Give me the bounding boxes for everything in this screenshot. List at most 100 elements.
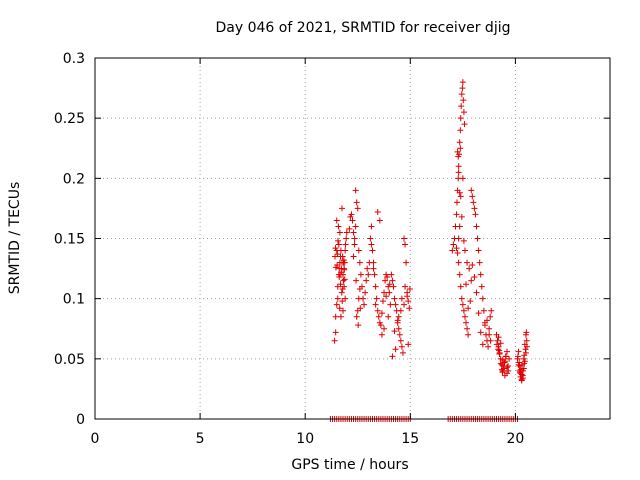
data-point (335, 241, 342, 248)
data-point (340, 307, 347, 314)
data-point (516, 363, 523, 370)
data-point (506, 355, 513, 362)
data-point (363, 277, 370, 284)
data-point (370, 259, 377, 266)
data-point (464, 325, 471, 332)
data-point (404, 293, 411, 300)
data-point (351, 241, 358, 248)
data-point (497, 340, 504, 347)
data-point (459, 175, 466, 182)
data-point (349, 217, 356, 224)
data-point (370, 265, 377, 272)
data-point (473, 289, 480, 296)
data-point (523, 337, 530, 344)
data-point (467, 298, 474, 305)
data-point (395, 313, 402, 320)
data-point (332, 313, 339, 320)
data-point (456, 223, 463, 230)
data-point (386, 281, 393, 288)
data-point (499, 369, 506, 376)
data-point (375, 313, 382, 320)
data-point (453, 245, 460, 252)
data-point (477, 329, 484, 336)
y-tick-label: 0.2 (63, 171, 85, 187)
data-point (332, 264, 339, 271)
data-point (466, 265, 473, 272)
data-point (402, 283, 409, 290)
data-point (335, 223, 342, 230)
data-point (456, 139, 463, 146)
data-point (357, 271, 364, 278)
data-point (386, 289, 393, 296)
y-tick-label: 0.3 (63, 51, 85, 67)
data-point (463, 281, 470, 288)
data-point (460, 237, 467, 244)
data-point (385, 313, 392, 320)
data-point (353, 277, 360, 284)
data-point (373, 295, 380, 302)
data-point (357, 305, 364, 312)
data-point (505, 367, 512, 374)
data-point (495, 334, 502, 341)
data-point (397, 337, 404, 344)
data-point (455, 153, 462, 160)
data-point (486, 331, 493, 338)
data-point (336, 229, 343, 236)
y-tick-label: 0.15 (54, 232, 85, 248)
data-point (453, 199, 460, 206)
data-point (494, 337, 501, 344)
data-point (454, 148, 461, 155)
data-point (352, 187, 359, 194)
data-point (456, 271, 463, 278)
data-point (502, 353, 509, 360)
x-tick-label: 10 (296, 431, 314, 447)
data-point (465, 331, 472, 338)
data-point (387, 301, 394, 308)
data-point (350, 229, 357, 236)
data-point (343, 235, 350, 242)
data-point (455, 259, 462, 266)
data-point (517, 369, 524, 376)
data-point (396, 331, 403, 338)
data-point (362, 289, 369, 296)
data-point (461, 313, 468, 320)
data-point (455, 169, 462, 176)
data-point (353, 313, 360, 320)
data-point (355, 322, 362, 329)
data-point (459, 301, 466, 308)
data-point (381, 325, 388, 332)
data-point (401, 301, 407, 308)
data-point (493, 341, 500, 348)
data-point (468, 277, 475, 284)
data-point (383, 293, 390, 300)
data-point (469, 193, 476, 200)
data-point (479, 295, 486, 302)
data-point (367, 235, 374, 242)
data-point (501, 372, 508, 379)
data-point (372, 283, 379, 290)
x-tick-label: 15 (401, 431, 419, 447)
data-point (453, 211, 460, 218)
data-point (473, 223, 480, 230)
data-point (338, 205, 345, 212)
data-point (364, 265, 371, 272)
data-point (458, 91, 465, 98)
data-point (356, 259, 363, 266)
data-point (352, 223, 359, 230)
data-point (479, 341, 486, 348)
data-point (455, 235, 462, 242)
data-point (392, 301, 399, 308)
data-point (521, 352, 528, 359)
data-point (382, 277, 389, 284)
data-point (495, 346, 502, 353)
data-point (476, 259, 483, 266)
data-point (342, 247, 349, 254)
data-point (460, 307, 467, 314)
y-axis-label: SRMTID / TECUs (7, 182, 23, 295)
data-point (371, 271, 378, 278)
data-point (464, 259, 471, 266)
data-point (340, 277, 347, 284)
y-tick-label: 0.25 (54, 111, 85, 127)
data-point (336, 274, 343, 281)
data-point (348, 211, 355, 218)
